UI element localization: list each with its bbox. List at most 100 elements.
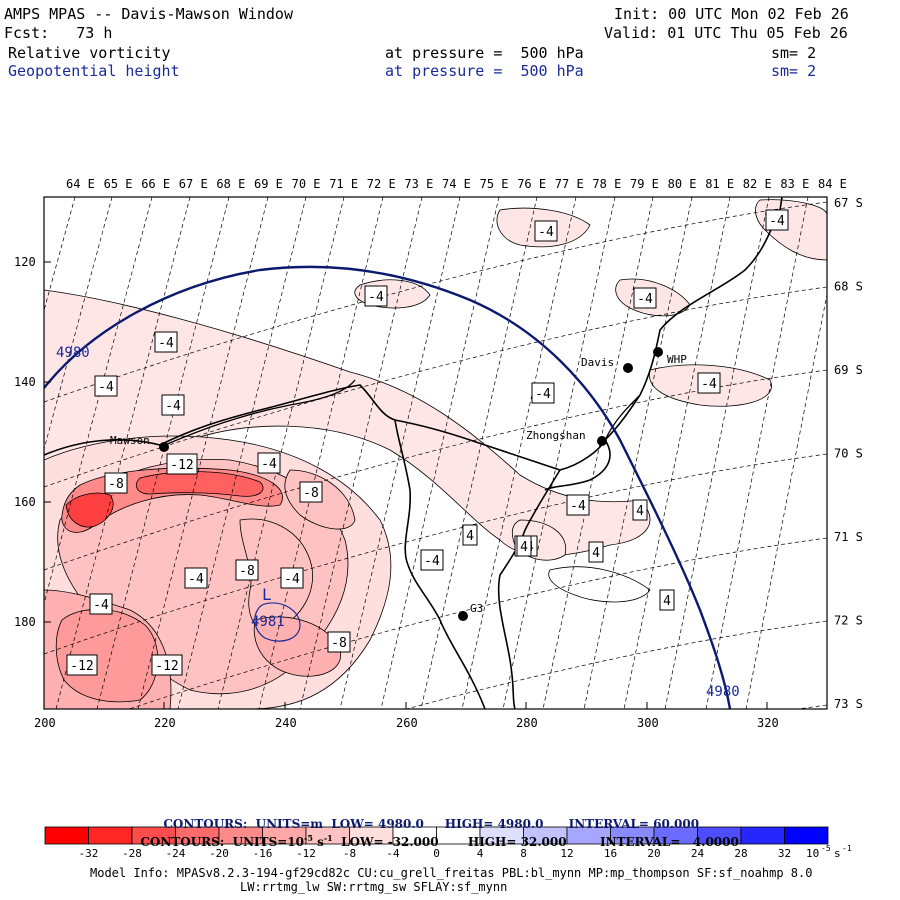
field2-smoothing: sm= 2 — [771, 62, 817, 80]
vorticity-label-text: 4 — [520, 540, 528, 555]
colorbar-tick-label: -4 — [386, 847, 400, 860]
vorticity-label: -12 — [66, 654, 98, 676]
latitude-label: 73 S — [834, 697, 863, 711]
x-tick-label: 260 — [396, 716, 418, 730]
colorbar-tick-label: -16 — [253, 847, 273, 860]
colorbar-unit-exp: -5 — [821, 844, 831, 853]
latitude-label: 70 S — [834, 447, 863, 461]
meridian-line — [705, 197, 809, 709]
vorticity-label: -4 — [364, 285, 388, 307]
vorticity-label-text: -4 — [637, 292, 653, 307]
vorticity-label: -4 — [89, 593, 113, 615]
meridian-line — [55, 197, 191, 709]
colorbar-tick-label: -28 — [122, 847, 142, 860]
longitude-label: 82 E — [743, 177, 772, 191]
latitude-label: 67 S — [834, 196, 863, 210]
meridian-line — [461, 197, 577, 709]
vorticity-label-box — [531, 382, 555, 404]
vorticity-label-text: -4 — [535, 387, 551, 402]
vort-high: 32.000 — [520, 835, 567, 849]
longitude-label: 80 E — [668, 177, 697, 191]
colorbar-tick-label: 32 — [778, 847, 791, 860]
vorticity-label-text: -4 — [98, 380, 114, 395]
colorbar-tick-label: 24 — [691, 847, 705, 860]
vorticity-label-box — [534, 220, 558, 242]
model-info: Model Info: MPASv8.2.3-194-gf29cd82c CU:… — [90, 866, 813, 880]
station-label: Mawson — [110, 434, 150, 447]
vorticity-label-text: 4 — [636, 504, 644, 519]
vorticity-label-text: -12 — [170, 458, 193, 473]
latitude-label: 71 S — [834, 530, 863, 544]
vorticity-label: -8 — [235, 559, 259, 581]
vorticity-label-text: -12 — [155, 659, 178, 674]
height-interval: 60.000 — [653, 817, 700, 831]
vorticity-label-box — [184, 567, 208, 589]
height-contour-info: CONTOURS: UNITS=m LOW= 4980.0 HIGH= 4980… — [155, 797, 699, 833]
longitude-label: 77 E — [555, 177, 584, 191]
vorticity-label: 4 — [462, 524, 478, 546]
meridian-line — [542, 197, 654, 709]
height-contour-label: 4980 — [56, 345, 90, 361]
ice-shelf-boundary — [164, 379, 641, 446]
vorticity-label: 4 — [516, 535, 532, 557]
parallel-line — [405, 620, 827, 709]
colorbar-tick-label: -12 — [296, 847, 316, 860]
vorticity-label: -4 — [184, 567, 208, 589]
x-tick-label: 240 — [275, 716, 297, 730]
colorbar-swatch — [740, 826, 785, 845]
vorticity-label-text: -4 — [424, 554, 440, 569]
y-tick-label: 140 — [14, 375, 36, 389]
colorbar-tick-label: 16 — [604, 847, 617, 860]
vorticity-label: 4 — [632, 499, 648, 521]
vorticity-label-box — [104, 472, 128, 494]
height-contours-label: CONTOURS: UNITS=m LOW= — [163, 817, 374, 831]
meridian-line — [217, 197, 345, 709]
colorbar-swatch — [784, 826, 829, 845]
height-high: 4980.0 — [497, 817, 544, 831]
colorbar-swatch — [44, 826, 89, 845]
vorticity-label-text: -4 — [368, 290, 384, 305]
longitude-label: 65 E — [104, 177, 133, 191]
vorticity-label: -8 — [327, 631, 351, 653]
vorticity-label-text: -4 — [701, 377, 717, 392]
x-tick-label: 280 — [516, 716, 538, 730]
longitude-label: 76 E — [517, 177, 546, 191]
height-interval-label: INTERVAL= — [568, 817, 649, 831]
x-tick-label: 200 — [34, 716, 56, 730]
model-info-physics: LW:rrtmg_lw SW:rrtmg_sw SFLAY:sf_mynn — [240, 880, 508, 894]
vorticity-label: -4 — [420, 549, 444, 571]
low-contour — [254, 602, 301, 642]
x-tick-label: 300 — [637, 716, 659, 730]
colorbar-tick-label: 0 — [433, 847, 440, 860]
x-tick-label: 320 — [757, 716, 779, 730]
vorticity-label-text: -4 — [93, 598, 109, 613]
vorticity-shading — [44, 199, 827, 709]
meridian-line — [502, 197, 616, 709]
station-marker — [623, 363, 633, 373]
vort-high-label: HIGH= — [467, 835, 517, 849]
vorticity-label-text: -4 — [261, 457, 277, 472]
forecast-hour: Fcst: 73 h — [4, 24, 113, 42]
station-label: WHP — [667, 353, 687, 366]
field1-smoothing: sm= 2 — [771, 44, 817, 62]
low-center-marker: L — [262, 585, 272, 604]
vorticity-label-box — [632, 499, 648, 521]
vorticity-label: -4 — [531, 382, 555, 404]
vorticity-label: -4 — [765, 209, 789, 231]
station-label: G3 — [470, 602, 483, 615]
vorticity-label-box — [327, 631, 351, 653]
meridian-line — [177, 197, 307, 709]
colorbar-tick-label: 12 — [560, 847, 573, 860]
colorbar-tick-label: -32 — [79, 847, 99, 860]
longitude-label: 70 E — [292, 177, 321, 191]
vorticity-label-box — [697, 372, 721, 394]
y-tick-label: 180 — [14, 615, 36, 629]
plot-frame — [43, 196, 828, 710]
colorbar: -32 -28 -24 -20 -16 -12 -8 -4 0 4 8 12 16 20 24 28 32 10-… — [44, 826, 852, 860]
colorbar-unit-s-exp: -1 — [842, 844, 852, 853]
field2-name: Geopotential height — [8, 62, 180, 80]
vorticity-label: -8 — [299, 481, 323, 503]
longitude-label: 79 E — [630, 177, 659, 191]
vorticity-label: -12 — [151, 654, 183, 676]
